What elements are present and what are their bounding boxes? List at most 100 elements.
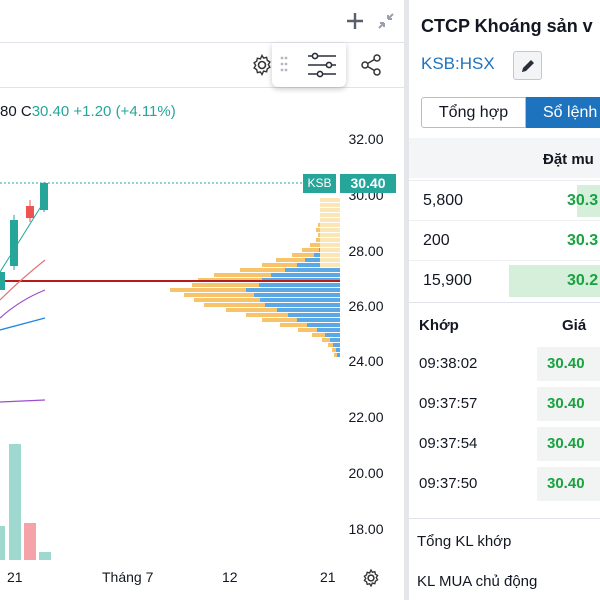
ohlc-change-pct: (+4.11%) xyxy=(115,103,176,120)
bid-volume: 5,800 xyxy=(423,192,464,209)
volume-profile-bar-blue xyxy=(329,218,340,222)
ma-line xyxy=(0,199,46,273)
match-price: 30.40 xyxy=(547,395,585,412)
volume-profile-bar-blue xyxy=(288,313,340,317)
hamburger-menu-icon[interactable] xyxy=(306,51,338,79)
price-axis-label: 28.00 xyxy=(348,243,384,259)
volume-profile-bar-orange xyxy=(192,283,259,287)
date-axis-label: 21 xyxy=(320,569,336,585)
volume-profile-bar-blue xyxy=(325,333,340,337)
volume-profile-bar-light xyxy=(320,233,340,237)
volume-profile-bar-blue xyxy=(265,303,340,307)
volume-profile-bar-light xyxy=(320,258,340,262)
match-time: 09:37:57 xyxy=(419,395,478,412)
volume-profile-bar-orange xyxy=(302,248,319,252)
match-price-bg xyxy=(537,467,600,501)
volume-profile-bar-light xyxy=(320,263,340,267)
volume-profile-bar-orange xyxy=(310,243,323,247)
chart-window-controls xyxy=(344,8,396,34)
volume-profile-bar-blue xyxy=(305,258,340,262)
ohlc-legend: 80 C30.40 +1.20 (+4.11%) xyxy=(0,103,176,120)
match-price: 30.40 xyxy=(547,355,585,372)
volume-profile-bar-blue xyxy=(277,308,340,312)
volume-profile-bar-light xyxy=(320,218,340,222)
volume-profile-bar-light xyxy=(320,198,340,202)
volume-profile-bar-blue xyxy=(260,298,340,302)
bid-row[interactable]: 15,900 30.2 xyxy=(409,260,600,300)
volume-bar xyxy=(0,526,5,560)
match-row: 09:37:50 30.40 xyxy=(409,464,600,504)
bid-row[interactable]: 200 30.3 xyxy=(409,220,600,260)
last-price-tag: 30.40 xyxy=(340,174,396,193)
volume-profile-bar-orange xyxy=(322,213,330,217)
volume-profile-bar-light xyxy=(320,213,340,217)
volume-profile-bar-orange xyxy=(318,233,328,237)
volume-profile-bar-orange xyxy=(316,238,327,242)
volume-profile-bar-orange xyxy=(280,323,307,327)
match-row: 09:38:02 30.40 xyxy=(409,344,600,384)
volume-profile-bar-orange xyxy=(170,288,246,292)
volume-profile-bar-orange xyxy=(328,343,333,347)
gear-icon[interactable] xyxy=(250,53,274,77)
price-axis-label: 26.00 xyxy=(348,298,384,314)
candle-up xyxy=(0,272,5,290)
ohlc-close: 30.40 xyxy=(31,103,70,120)
volume-profile-bar-light xyxy=(320,228,340,232)
ma-line xyxy=(0,317,46,331)
volume-profile-bar-orange xyxy=(322,338,330,342)
volume-profile-bar-light xyxy=(320,208,340,212)
ohlc-open-tail: 80 xyxy=(0,103,17,120)
stat-total-matched: Tổng KL khớp xyxy=(417,533,512,550)
volume-profile-bar-blue xyxy=(285,268,340,272)
collapse-arrows-icon[interactable] xyxy=(376,11,396,31)
book-tabs: Tổng hợp Sổ lệnh xyxy=(421,97,600,128)
volume-profile-bar-orange xyxy=(312,333,325,337)
volume-profile-bar-orange xyxy=(214,273,271,277)
volume-profile-bar-blue xyxy=(334,203,340,207)
volume-profile-bar-orange xyxy=(226,308,277,312)
volume-profile-bar-orange xyxy=(316,228,327,232)
axis-settings-gear-icon[interactable] xyxy=(361,568,381,588)
volume-profile-bar-light xyxy=(320,248,340,252)
chart-toolbar xyxy=(0,42,404,88)
bid-row[interactable]: 5,800 30.3 xyxy=(409,180,600,220)
volume-profile-bar-orange xyxy=(334,198,337,202)
volume-profile-bar-orange xyxy=(298,328,317,332)
match-price-header: Giá xyxy=(562,317,587,334)
price-axis-label: 18.00 xyxy=(348,521,384,537)
candle-up xyxy=(40,183,48,210)
drag-handle-icon[interactable] xyxy=(280,55,288,73)
bid-volume: 200 xyxy=(423,232,450,249)
volume-profile-bar-orange xyxy=(262,263,297,267)
ma-line xyxy=(0,259,46,301)
match-price-bg xyxy=(537,347,600,381)
volume-profile-bar-orange xyxy=(184,293,254,297)
bid-price: 30.3 xyxy=(567,232,599,249)
match-price-bg xyxy=(537,427,600,461)
share-icon[interactable] xyxy=(360,54,382,76)
candle-up xyxy=(10,220,18,266)
volume-profile-bar-orange xyxy=(204,303,265,307)
stat-active-buy: KL MUA chủ động xyxy=(417,573,538,590)
price-axis-label: 32.00 xyxy=(348,131,384,147)
volume-profile-bar-light xyxy=(320,243,340,247)
bid-volume: 15,900 xyxy=(423,272,472,289)
tab-so-lenh[interactable]: Sổ lệnh xyxy=(526,97,600,128)
ma-line xyxy=(0,399,46,403)
plus-icon[interactable] xyxy=(344,10,366,32)
chart-panel[interactable]: 80 C30.40 +1.20 (+4.11%) 32.00 30.00 28.00… xyxy=(0,0,404,600)
volume-profile-bar-orange xyxy=(334,353,337,357)
bid-volume-bar xyxy=(509,265,600,297)
symbol-link[interactable]: KSB:HSX xyxy=(421,54,495,73)
volume-profile-bar-blue xyxy=(327,238,340,242)
volume-profile-bar-blue xyxy=(330,213,340,217)
match-header: Khớp Giá xyxy=(409,302,600,344)
volume-profile-bar-orange xyxy=(262,318,297,322)
volume-profile-bar-light xyxy=(320,223,340,227)
edit-button[interactable] xyxy=(513,51,542,80)
tab-tong-hop[interactable]: Tổng hợp xyxy=(421,97,526,128)
ticker-tag: KSB xyxy=(303,174,336,193)
volume-profile-bar-blue xyxy=(328,233,340,237)
price-axis-label: 24.00 xyxy=(348,353,384,369)
company-title: CTCP Khoáng sản v xyxy=(421,16,593,36)
